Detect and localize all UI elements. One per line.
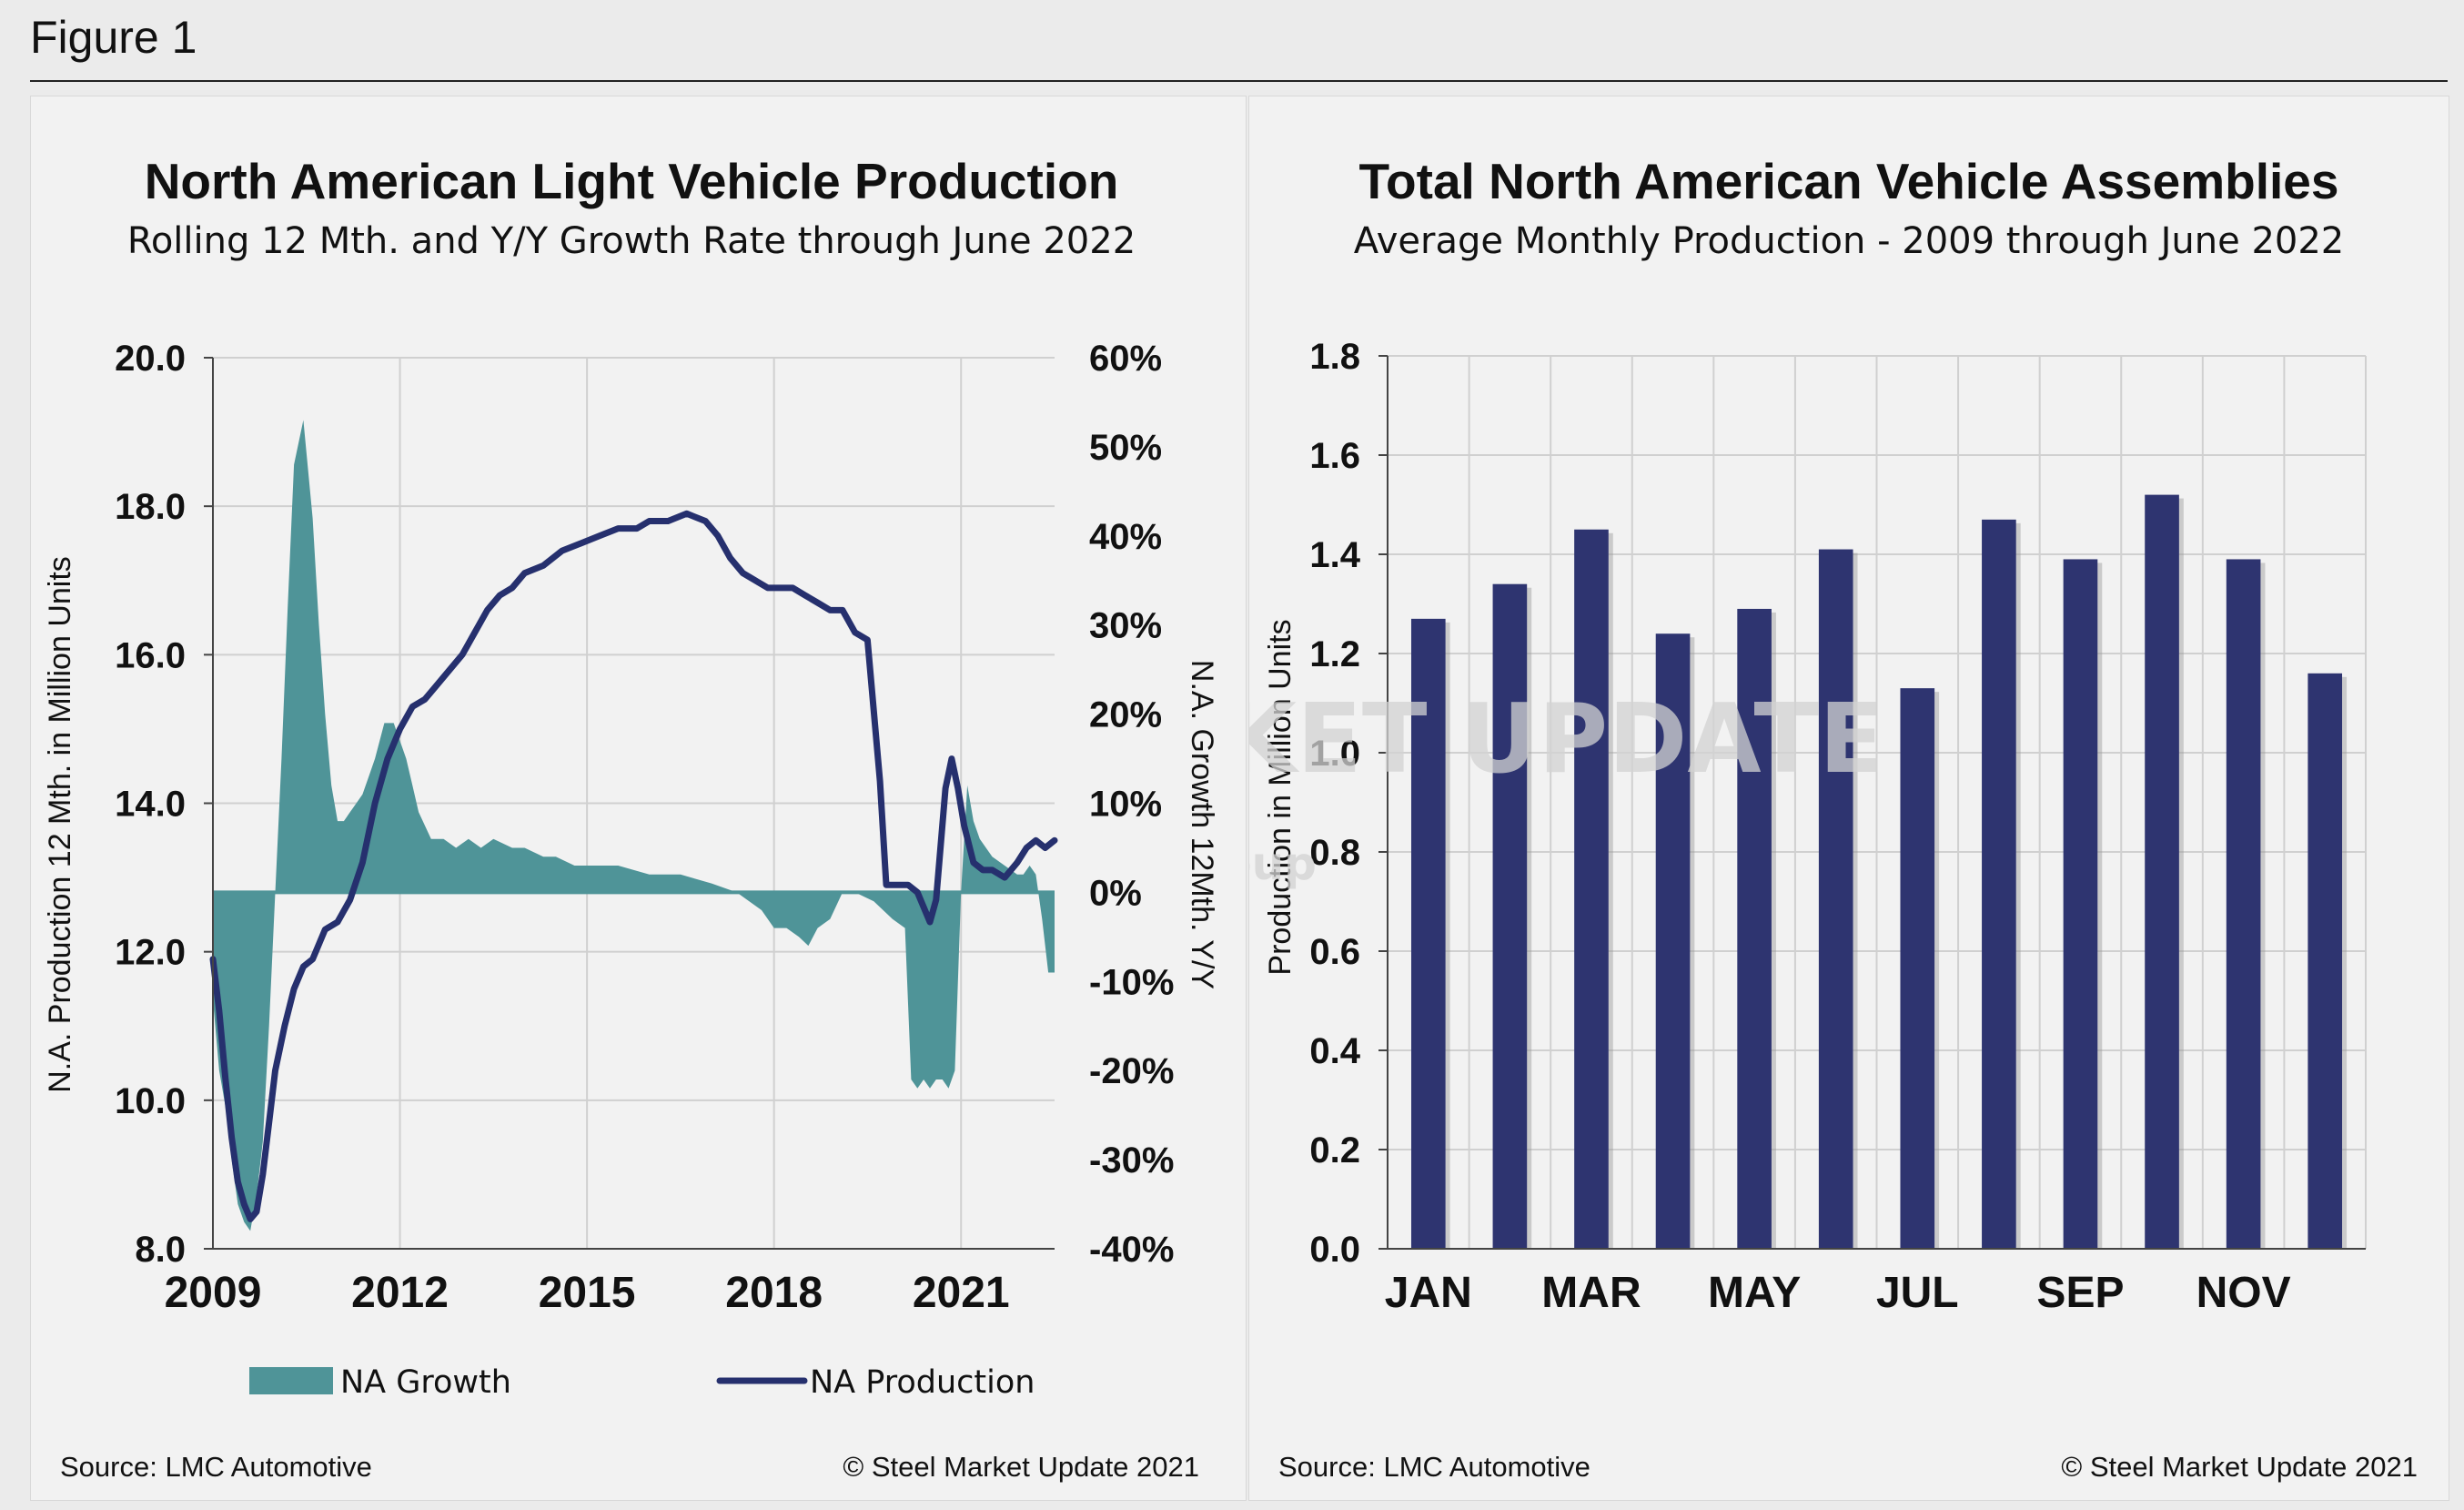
y-tick-label: 1.0 bbox=[1309, 734, 1360, 774]
y-tick-label: 18.0 bbox=[115, 487, 186, 527]
y2-tick-label: 60% bbox=[1089, 339, 1162, 379]
y-tick-label: 16.0 bbox=[115, 635, 186, 675]
y2-axis-label: N.A. Growth 12Mth. Y/Y bbox=[1185, 660, 1219, 989]
x-tick-label: SEP bbox=[2036, 1269, 2124, 1317]
bar-mar bbox=[1574, 529, 1609, 1249]
growth-area bbox=[213, 420, 1055, 1231]
bar-aug bbox=[1982, 519, 2016, 1249]
production-chart: North American Light Vehicle Production … bbox=[43, 153, 1219, 1483]
production-line-layer bbox=[209, 510, 1058, 1222]
x-tick-label: JUL bbox=[1876, 1269, 1959, 1317]
axes bbox=[204, 357, 1055, 1250]
bar-dec bbox=[2307, 673, 2343, 1249]
y2-tick-labels: 60% 50% 40% 30% 20% 10% 0% -10% -20% -30% -40% bbox=[1089, 339, 1174, 1270]
y-tick-label: 0.2 bbox=[1309, 1130, 1360, 1171]
y-tick-label: 0.6 bbox=[1309, 932, 1360, 972]
source-note: Source: LMC Automotive bbox=[60, 1451, 372, 1483]
legend-swatch-growth bbox=[249, 1367, 333, 1394]
y2-tick-label: -10% bbox=[1089, 962, 1174, 1002]
x-tick-label: 2012 bbox=[351, 1269, 449, 1317]
y-tick-label: 1.4 bbox=[1309, 535, 1360, 575]
production-chart-panel: North American Light Vehicle Production … bbox=[30, 96, 1247, 1501]
x-tick-label: 2021 bbox=[913, 1269, 1010, 1317]
production-line bbox=[209, 510, 1058, 1222]
bar-may bbox=[1737, 608, 1772, 1249]
y2-tick-label: -40% bbox=[1089, 1230, 1174, 1270]
bar-apr bbox=[1655, 633, 1691, 1249]
chart-title: North American Light Vehicle Production bbox=[145, 153, 1119, 209]
figure-label: Figure 1 bbox=[30, 12, 197, 63]
x-tick-label: 2009 bbox=[165, 1269, 262, 1317]
bar-jan bbox=[1410, 618, 1446, 1249]
x-tick-label: 2018 bbox=[725, 1269, 823, 1317]
bar-jul bbox=[1900, 688, 1935, 1249]
bar-oct bbox=[2145, 494, 2179, 1249]
y-tick-label: 0.8 bbox=[1309, 833, 1360, 873]
y-tick-label: 1.6 bbox=[1309, 436, 1360, 476]
y2-tick-label: 30% bbox=[1089, 606, 1162, 646]
x-tick-label: JAN bbox=[1385, 1269, 1472, 1317]
y-tick-label: 20.0 bbox=[115, 339, 186, 379]
x-tick-label: MAR bbox=[1541, 1269, 1641, 1317]
y-tick-label: 1.2 bbox=[1309, 634, 1360, 674]
y-tick-label: 12.0 bbox=[115, 933, 186, 973]
chart-title: Total North American Vehicle Assemblies bbox=[1359, 153, 2339, 209]
y-tick-labels: 20.0 18.0 16.0 14.0 12.0 10.0 8.0 bbox=[115, 339, 186, 1270]
y-tick-label: 10.0 bbox=[115, 1081, 186, 1121]
assemblies-chart-panel: Total North American Vehicle Assemblies … bbox=[1248, 96, 2449, 1501]
bar-feb bbox=[1492, 583, 1528, 1249]
legend-label-production: NA Production bbox=[810, 1364, 1035, 1401]
chart-subtitle: Rolling 12 Mth. and Y/Y Growth Rate thro… bbox=[127, 220, 1136, 262]
y-axis-label: Production in Million Units bbox=[1263, 619, 1298, 975]
y-tick-label: 14.0 bbox=[115, 785, 186, 825]
assemblies-chart: Total North American Vehicle Assemblies … bbox=[1249, 153, 2418, 1483]
x-tick-label: NOV bbox=[2196, 1269, 2291, 1317]
x-tick-label: 2015 bbox=[539, 1269, 636, 1317]
bar-layer bbox=[1410, 494, 2348, 1249]
watermark-text: STEEL MARKET UPDATE bbox=[1249, 684, 1884, 795]
bar-jun bbox=[1818, 549, 1853, 1249]
y2-tick-label: 0% bbox=[1089, 873, 1142, 913]
bar-nov bbox=[2226, 559, 2261, 1249]
gridlines bbox=[212, 357, 1055, 1250]
y2-tick-label: 20% bbox=[1089, 695, 1162, 735]
axes bbox=[1378, 355, 2366, 1250]
y2-tick-label: 40% bbox=[1089, 517, 1162, 557]
chart-subtitle: Average Monthly Production - 2009 throug… bbox=[1354, 220, 2345, 262]
watermark-subtext: Part of the CRU Group bbox=[1249, 837, 1317, 890]
copyright-note: © Steel Market Update 2021 bbox=[2061, 1451, 2418, 1483]
y2-tick-label: 50% bbox=[1089, 428, 1162, 468]
bar-sep bbox=[2063, 559, 2098, 1249]
growth-area-layer bbox=[213, 420, 1055, 1231]
legend-label-growth: NA Growth bbox=[340, 1364, 511, 1401]
y-axis-label: N.A. Production 12 Mth. in Million Units bbox=[43, 556, 77, 1093]
figure-divider bbox=[30, 80, 2448, 82]
gridlines bbox=[1388, 355, 2367, 1250]
x-tick-labels: 2009 2012 2015 2018 2021 bbox=[165, 1269, 1010, 1317]
y-tick-label: 0.4 bbox=[1309, 1031, 1360, 1071]
y-tick-labels: 1.8 1.6 1.4 1.2 1.0 0.8 0.6 0.4 0.2 0.0 bbox=[1309, 337, 1360, 1270]
y2-tick-label: -30% bbox=[1089, 1140, 1174, 1181]
y-tick-label: 1.8 bbox=[1309, 337, 1360, 377]
y-tick-label: 0.0 bbox=[1309, 1230, 1360, 1270]
x-tick-labels: JAN MAR MAY JUL SEP NOV bbox=[1385, 1269, 2291, 1317]
legend: NA Growth NA Production bbox=[249, 1364, 1035, 1401]
y-tick-label: 8.0 bbox=[135, 1230, 186, 1270]
x-tick-label: MAY bbox=[1708, 1269, 1801, 1317]
source-note: Source: LMC Automotive bbox=[1278, 1451, 1590, 1483]
y2-tick-label: 10% bbox=[1089, 785, 1162, 825]
watermark: STEEL MARKET UPDATE Part of the CRU Grou… bbox=[1249, 684, 1884, 890]
copyright-note: © Steel Market Update 2021 bbox=[843, 1451, 1199, 1483]
y2-tick-label: -20% bbox=[1089, 1051, 1174, 1091]
